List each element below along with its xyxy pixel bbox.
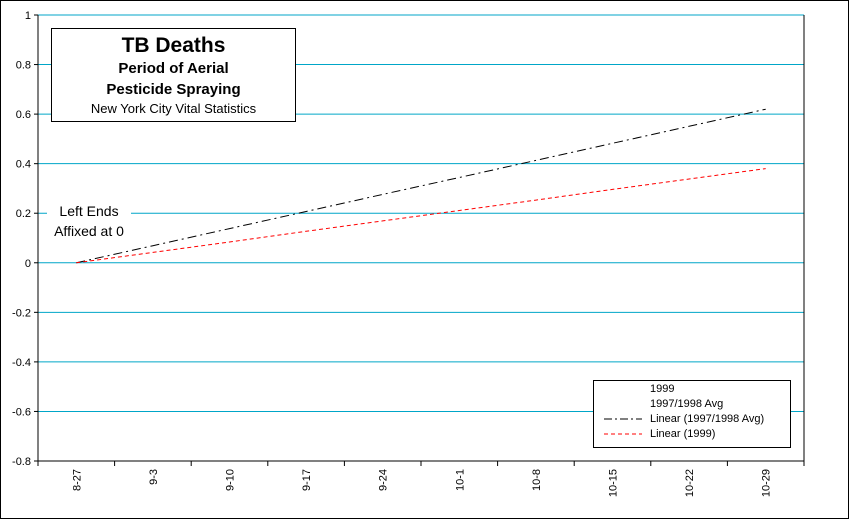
x-tick-label: 9-17	[301, 469, 313, 491]
chart-subtitle-1: Period of Aerial	[118, 60, 229, 77]
y-tick-label: -0.8	[12, 456, 31, 468]
x-tick-label: 10-29	[761, 469, 773, 497]
legend-swatch-linear-1999	[604, 433, 642, 435]
chart-subtitle-2: Pesticide Spraying	[106, 81, 241, 98]
y-tick-label: -0.4	[12, 357, 31, 369]
legend-item-linear-1999: Linear (1999)	[594, 427, 790, 441]
x-tick-label: 10-22	[684, 469, 696, 497]
x-tick-label: 10-1	[454, 469, 466, 491]
annotation-line-1: Left Ends	[59, 203, 119, 219]
chart-title: TB Deaths	[121, 34, 226, 57]
x-tick-label: 8-27	[71, 469, 83, 491]
legend-label-linear-avg: Linear (1997/1998 Avg)	[650, 413, 765, 425]
legend-item-1999: 1999	[594, 382, 790, 396]
x-tick-label: 9-10	[225, 469, 237, 491]
chart-source: New York City Vital Statistics	[90, 101, 257, 116]
annotation-line-2: Affixed at 0	[54, 223, 124, 239]
legend: 1999 1997/1998 Avg Linear (1997/1998 Avg…	[593, 380, 791, 448]
x-tick-label: 10-8	[531, 469, 543, 491]
x-tick-label: 9-24	[378, 469, 390, 491]
left-ends-annotation: Left Ends Affixed at 0	[47, 201, 131, 241]
linear-1999-trendline	[76, 168, 766, 264]
legend-label-1999: 1999	[650, 383, 675, 395]
y-tick-label: 0.4	[16, 159, 31, 171]
legend-label-avg: 1997/1998 Avg	[650, 398, 724, 410]
y-tick-label: 0	[25, 258, 31, 270]
legend-item-avg: 1997/1998 Avg	[594, 397, 790, 411]
y-tick-label: 0.2	[16, 208, 31, 220]
legend-label-linear-1999: Linear (1999)	[650, 428, 716, 440]
legend-item-linear-avg: Linear (1997/1998 Avg)	[594, 412, 790, 426]
y-tick-label: 0.8	[16, 60, 31, 72]
y-tick-label: 1	[25, 10, 31, 22]
legend-swatch-linear-avg	[604, 418, 642, 420]
chart-title-box: TB Deaths Period of Aerial Pesticide Spr…	[51, 28, 296, 122]
y-tick-label: -0.6	[12, 406, 31, 418]
linear-avg-trendline	[76, 108, 766, 264]
y-tick-label: 0.6	[16, 109, 31, 121]
x-tick-label: 9-3	[148, 469, 160, 485]
x-tick-label: 10-15	[608, 469, 620, 497]
y-tick-label: -0.2	[12, 307, 31, 319]
